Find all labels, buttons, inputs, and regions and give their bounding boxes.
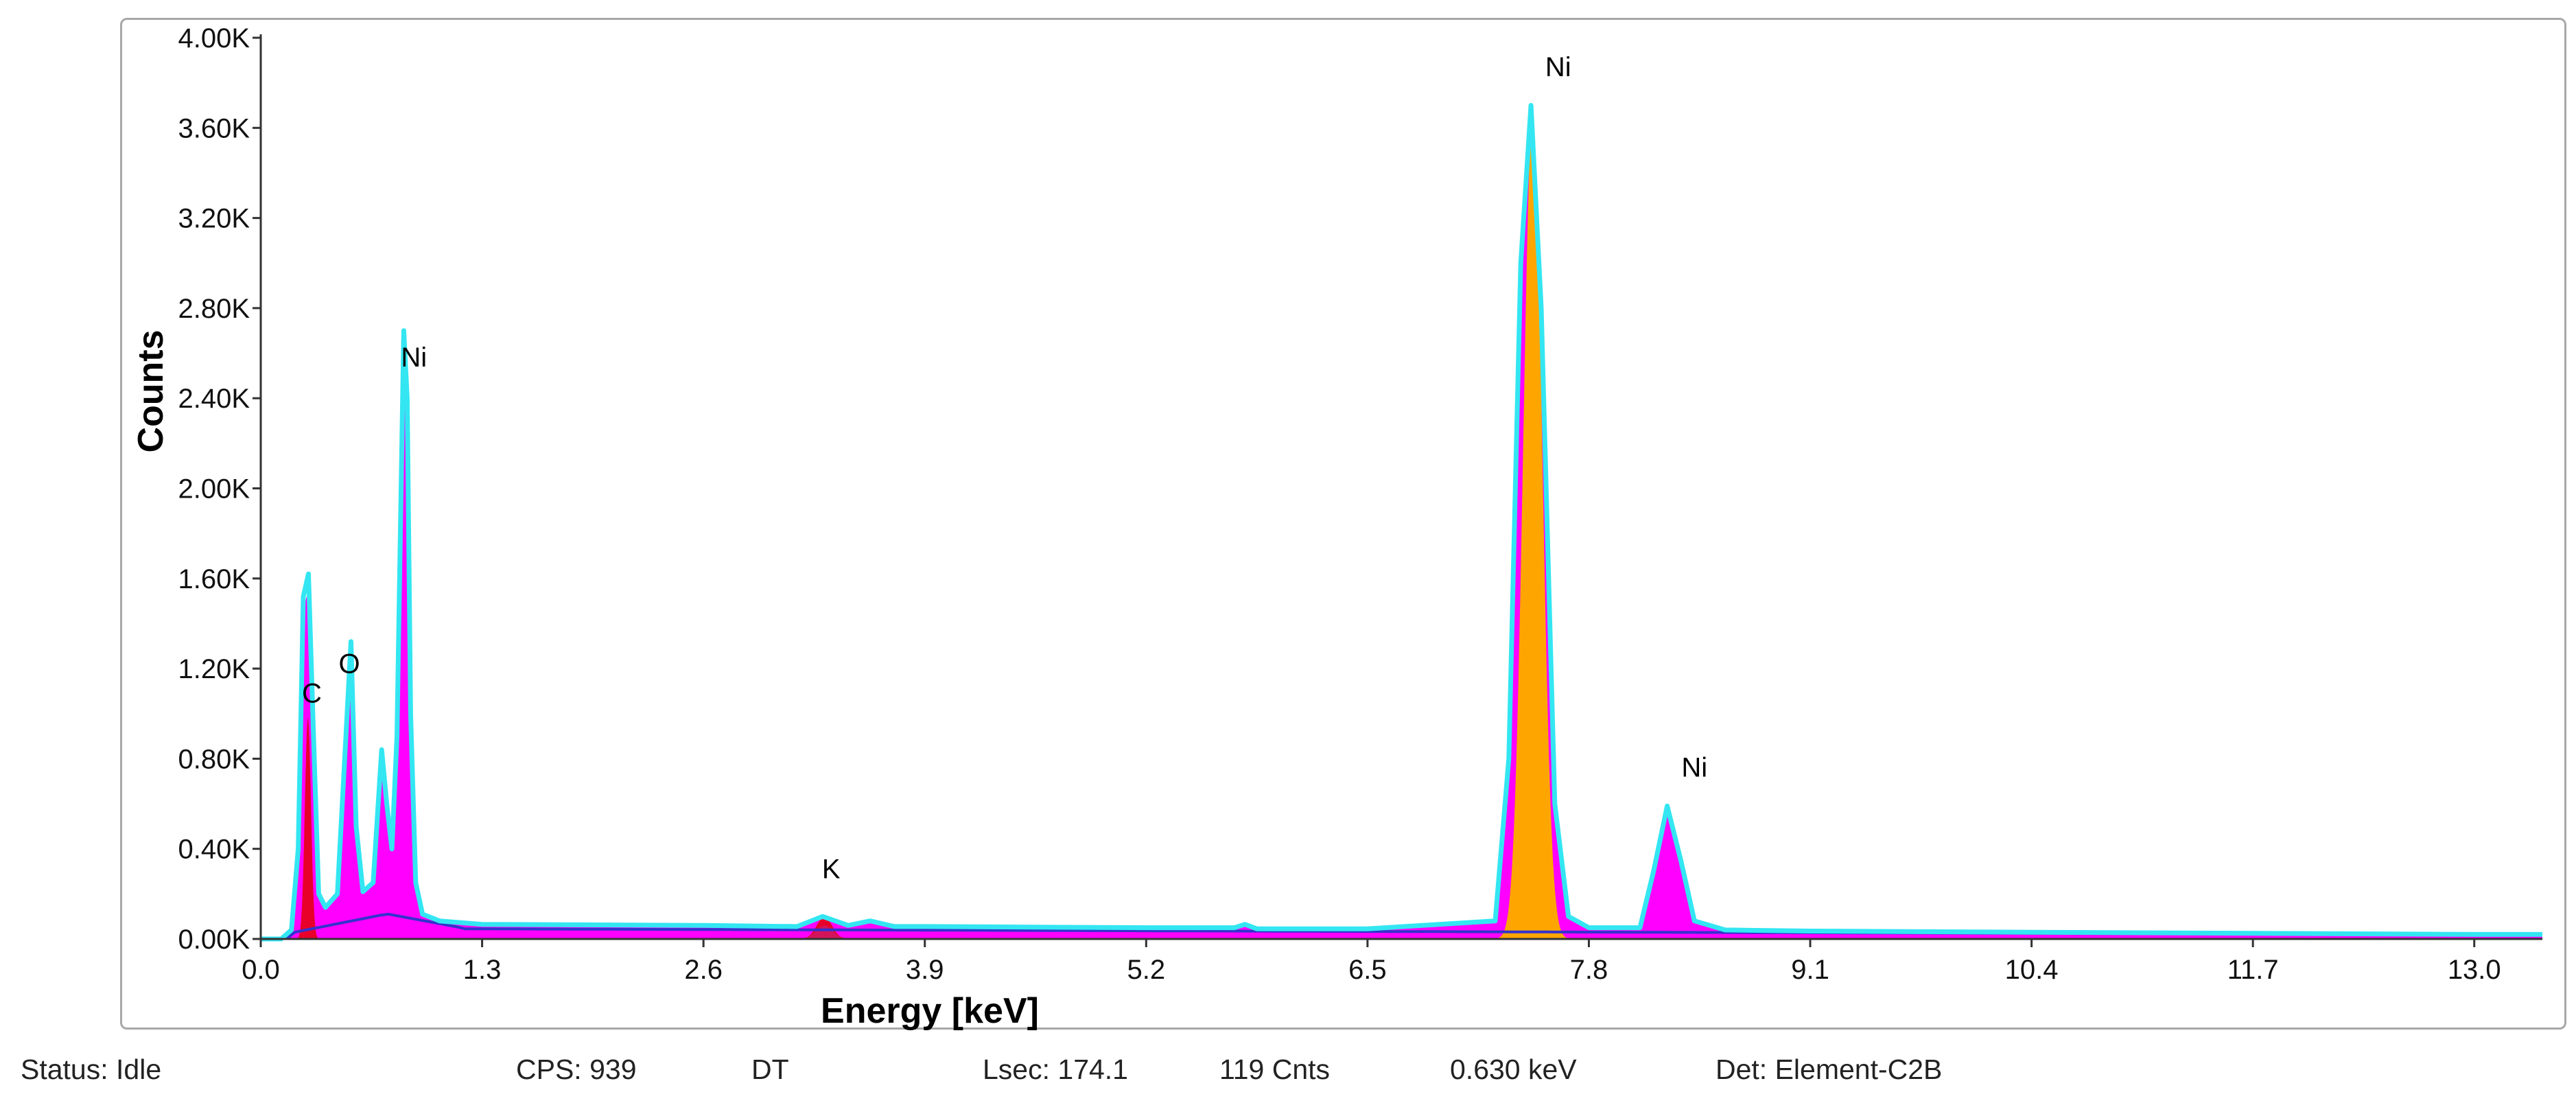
x-tick-label: 2.6 [684,955,723,985]
y-tick-label: 0.40K [178,835,250,865]
y-tick-label: 1.60K [178,564,250,594]
peak-label-c: C [302,678,322,708]
x-tick-label: 0.0 [242,955,280,985]
y-tick-label: 2.40K [178,384,250,414]
spectrum-fill [261,139,2542,940]
status-bar: Status: Idle CPS: 939 DT Lsec: 174.1 119… [0,1054,2576,1095]
peak-label-ni: Ni [1681,753,1707,783]
status-detector: Det: Element-C2B [1716,1054,1943,1085]
x-tick-label: 3.9 [906,955,944,985]
x-axis-title: Energy [keV] [821,991,1039,1031]
x-tick-label: 6.5 [1348,955,1387,985]
peak-label-o: O [338,649,360,680]
peak-fill-c [295,718,320,939]
status-lsec: Lsec: 174.1 [983,1054,1128,1085]
y-tick-label: 3.20K [178,204,250,234]
peak-label-ni: Ni [401,342,427,373]
tick-labels: 0.00K 0.40K 0.80K 1.20K 1.60K 2.00K 2.40K 2.80K… [178,23,2501,985]
y-tick-label: 3.60K [178,113,250,143]
spectrum-line [261,103,2542,942]
x-tick-label: 7.8 [1570,955,1608,985]
x-tick-label: 10.4 [2005,955,2059,985]
axes [253,34,2542,947]
y-tick-label: 0.80K [178,744,250,774]
y-tick-label: 2.80K [178,294,250,324]
y-tick-label: 0.00K [178,925,250,955]
chart-frame [120,18,2566,1030]
status-energy: 0.630 keV [1450,1054,1577,1085]
plot-marks [261,103,2542,942]
peak-label-k: K [822,854,841,884]
peak-annotations: CO Ni K Ni Ni [302,52,1707,885]
x-tick-label: 1.3 [463,955,502,985]
status-counts: 119 Cnts [1219,1054,1331,1085]
status-state: Status: Idle [21,1054,162,1085]
y-tick-label: 2.00K [178,474,250,504]
x-tick-label: 9.1 [1791,955,1829,985]
peak-fill-ni-ka [1495,113,1569,939]
peak-fill-k-base [790,925,858,939]
peak-label-ni: Ni [1545,52,1571,82]
x-tick-label: 11.7 [2227,955,2279,985]
status-cps: CPS: 939 [516,1054,637,1085]
y-axis-title: Counts [131,329,171,452]
status-dt: DT [751,1054,789,1085]
y-tick-label: 1.20K [178,654,250,684]
x-tick-label: 13.0 [2448,955,2501,985]
y-tick-label: 4.00K [178,23,250,54]
x-tick-label: 5.2 [1127,955,1165,985]
